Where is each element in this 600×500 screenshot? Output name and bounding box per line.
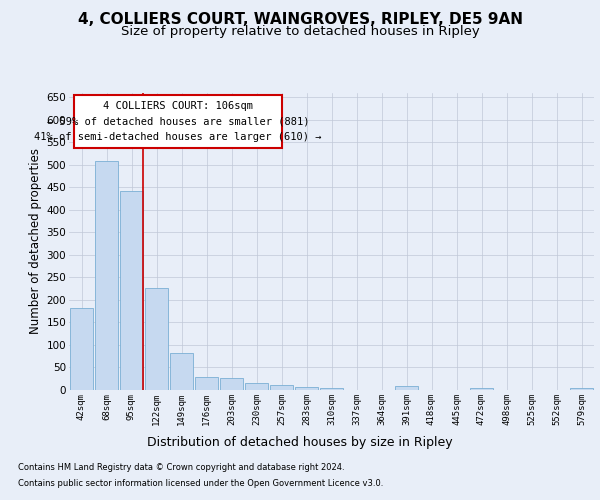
Bar	[295, 387, 318, 390]
Bar	[320, 388, 343, 390]
Bar	[270, 384, 293, 390]
Bar	[395, 386, 418, 390]
Bar	[470, 388, 493, 390]
Text: 4 COLLIERS COURT: 106sqm: 4 COLLIERS COURT: 106sqm	[103, 101, 253, 111]
Bar	[170, 352, 193, 390]
Text: Distribution of detached houses by size in Ripley: Distribution of detached houses by size …	[147, 436, 453, 449]
Text: 41% of semi-detached houses are larger (610) →: 41% of semi-detached houses are larger (…	[34, 132, 322, 142]
Text: Contains public sector information licensed under the Open Government Licence v3: Contains public sector information licen…	[18, 478, 383, 488]
Bar	[120, 191, 143, 390]
Bar	[95, 160, 118, 390]
Text: 4, COLLIERS COURT, WAINGROVES, RIPLEY, DE5 9AN: 4, COLLIERS COURT, WAINGROVES, RIPLEY, D…	[77, 12, 523, 28]
Text: ← 59% of detached houses are smaller (881): ← 59% of detached houses are smaller (88…	[47, 116, 309, 126]
Text: Contains HM Land Registry data © Crown copyright and database right 2024.: Contains HM Land Registry data © Crown c…	[18, 464, 344, 472]
Y-axis label: Number of detached properties: Number of detached properties	[29, 148, 43, 334]
Bar	[570, 388, 593, 390]
Bar	[195, 378, 218, 390]
Text: Size of property relative to detached houses in Ripley: Size of property relative to detached ho…	[121, 25, 479, 38]
Bar	[145, 288, 168, 390]
Bar	[245, 383, 268, 390]
Bar	[70, 308, 93, 390]
Bar	[220, 378, 243, 390]
